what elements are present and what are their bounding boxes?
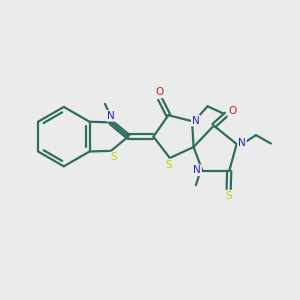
Text: S: S: [165, 160, 172, 170]
Text: N: N: [107, 111, 115, 121]
Text: N: N: [193, 165, 201, 175]
Text: O: O: [156, 87, 164, 97]
Text: N: N: [192, 116, 200, 126]
Text: O: O: [228, 106, 236, 116]
Text: N: N: [238, 139, 246, 148]
Text: S: S: [225, 191, 232, 201]
Text: S: S: [111, 152, 117, 162]
